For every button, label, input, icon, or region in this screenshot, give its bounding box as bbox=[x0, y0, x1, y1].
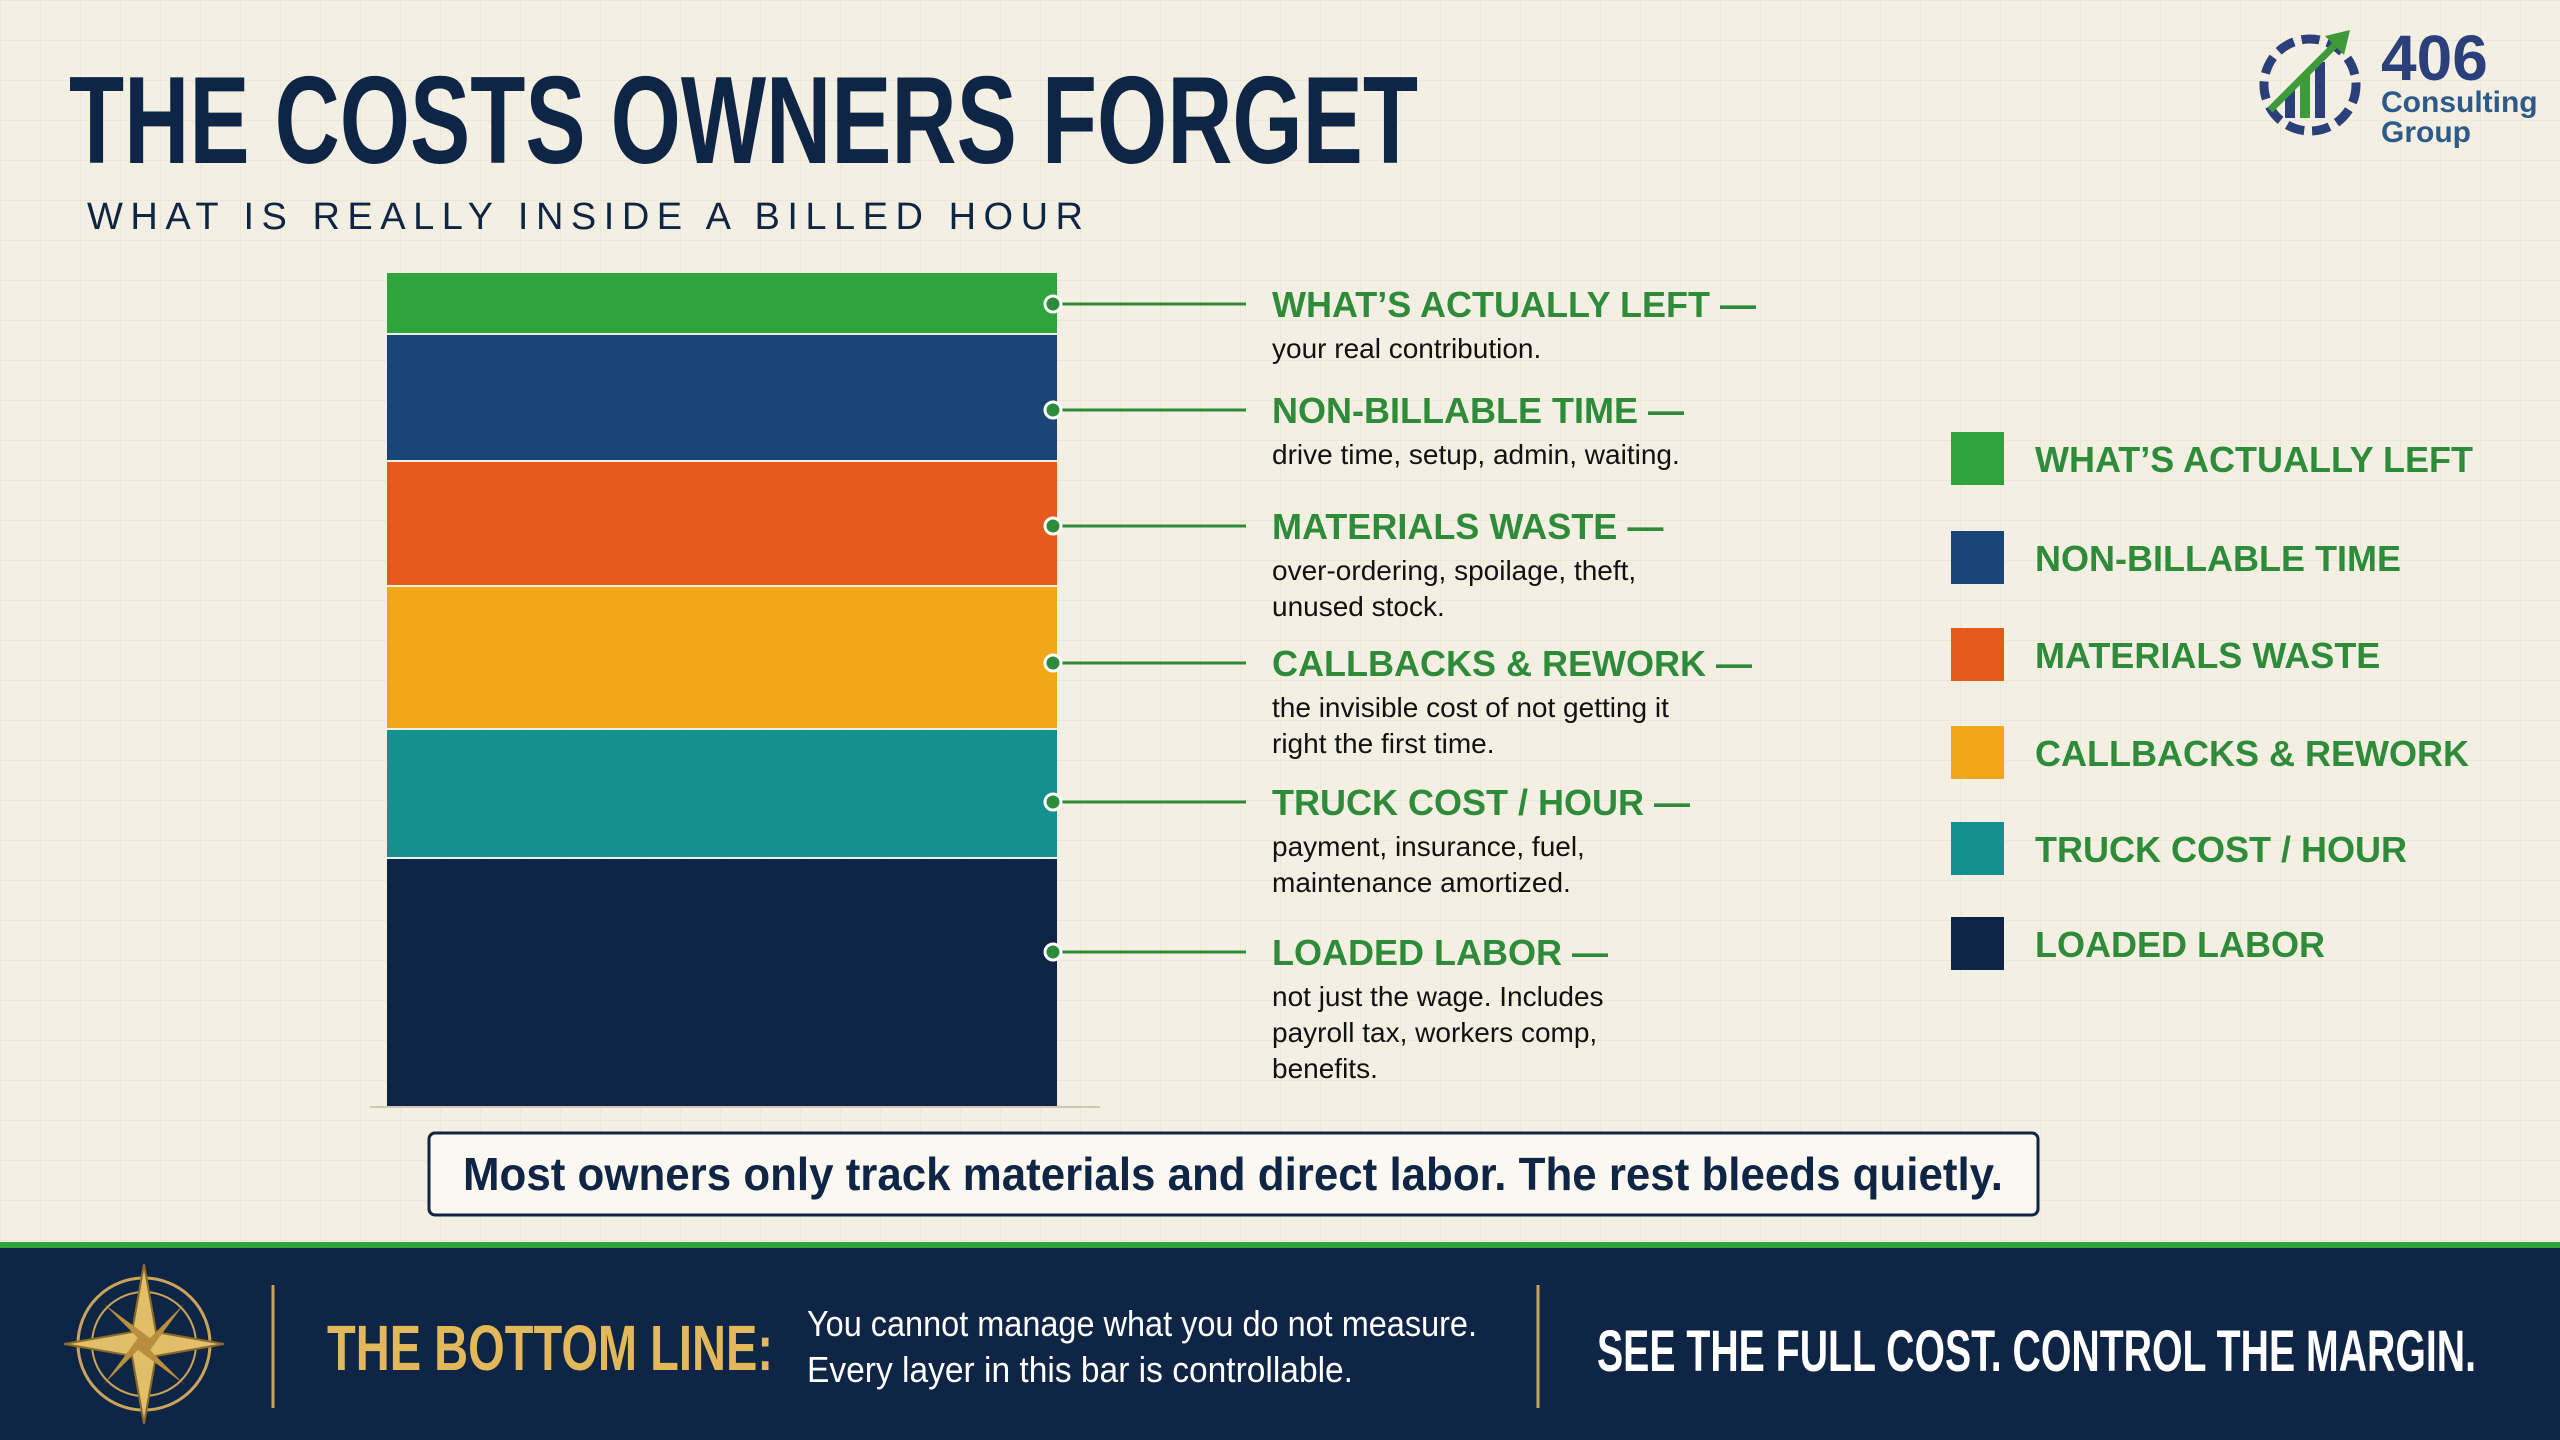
logo: 406 Consulting Group bbox=[2259, 22, 2538, 149]
connector-dot bbox=[1043, 653, 1063, 673]
footer bbox=[0, 1244, 2560, 1440]
legend-swatch bbox=[1951, 628, 2004, 681]
footer-text: Every layer in this bar is controllable. bbox=[807, 1349, 1353, 1390]
layer-description: not just the wage. Includes bbox=[1272, 981, 1604, 1012]
logo-text: Consulting bbox=[2381, 86, 2538, 119]
legend-swatch bbox=[1951, 726, 2004, 779]
layer-description: over-ordering, spoilage, theft, bbox=[1272, 555, 1636, 586]
layer-description: maintenance amortized. bbox=[1272, 867, 1571, 898]
callout-text: Most owners only track materials and dir… bbox=[463, 1148, 2003, 1200]
connector-dot bbox=[1043, 792, 1063, 812]
logo-number: 406 bbox=[2381, 22, 2488, 94]
layer-description: right the first time. bbox=[1272, 728, 1495, 759]
layer-description: drive time, setup, admin, waiting. bbox=[1272, 439, 1680, 470]
subtitle: WHAT IS REALLY INSIDE A BILLED HOUR bbox=[87, 196, 1083, 238]
bar-layer bbox=[387, 273, 1057, 333]
bar-layer bbox=[387, 730, 1057, 857]
legend-swatch bbox=[1951, 917, 2004, 970]
legend-label: LOADED LABOR bbox=[2035, 924, 2325, 965]
bar-layer bbox=[387, 859, 1057, 1106]
layer-label: TRUCK COST / HOUR — bbox=[1272, 782, 1690, 823]
bar-layer bbox=[387, 587, 1057, 728]
connector-dot bbox=[1043, 516, 1063, 536]
compass-icon bbox=[63, 1263, 225, 1425]
layer-label: WHAT’S ACTUALLY LEFT — bbox=[1272, 284, 1756, 325]
footer-label: THE BOTTOM LINE: bbox=[327, 1312, 773, 1384]
legend-label: WHAT’S ACTUALLY LEFT bbox=[2035, 439, 2473, 480]
legend-swatch bbox=[1951, 432, 2004, 485]
connector-dot bbox=[1043, 942, 1063, 962]
legend-label: MATERIALS WASTE bbox=[2035, 635, 2380, 676]
legend-label: TRUCK COST / HOUR bbox=[2035, 829, 2407, 870]
logo-text: Group bbox=[2381, 116, 2471, 149]
callout-box bbox=[427, 1131, 2040, 1217]
footer-stripe bbox=[0, 1242, 2560, 1248]
footer-text: You cannot manage what you do not measur… bbox=[807, 1303, 1477, 1344]
layer-description: unused stock. bbox=[1272, 591, 1445, 622]
legend-label: CALLBACKS & REWORK bbox=[2035, 733, 2469, 774]
layer-label: LOADED LABOR — bbox=[1272, 932, 1608, 973]
bar-layer bbox=[387, 462, 1057, 585]
bar-layer bbox=[387, 335, 1057, 460]
layer-description: payment, insurance, fuel, bbox=[1272, 831, 1585, 862]
layer-description: payroll tax, workers comp, bbox=[1272, 1017, 1597, 1048]
connector-dot bbox=[1043, 294, 1063, 314]
connector-dot bbox=[1043, 400, 1063, 420]
legend-swatch bbox=[1951, 531, 2004, 584]
layer-description: the invisible cost of not getting it bbox=[1272, 692, 1669, 723]
layer-description: your real contribution. bbox=[1272, 333, 1541, 364]
layer-label: CALLBACKS & REWORK — bbox=[1272, 643, 1752, 684]
legend-swatch bbox=[1951, 822, 2004, 875]
title: THE COSTS OWNERS FORGET bbox=[69, 52, 1418, 190]
tagline: SEE THE FULL COST. CONTROL THE MARGIN. bbox=[1597, 1319, 2476, 1384]
layer-label: MATERIALS WASTE — bbox=[1272, 506, 1663, 547]
layer-description: benefits. bbox=[1272, 1053, 1378, 1084]
layer-label: NON-BILLABLE TIME — bbox=[1272, 390, 1684, 431]
legend-label: NON-BILLABLE TIME bbox=[2035, 538, 2401, 579]
